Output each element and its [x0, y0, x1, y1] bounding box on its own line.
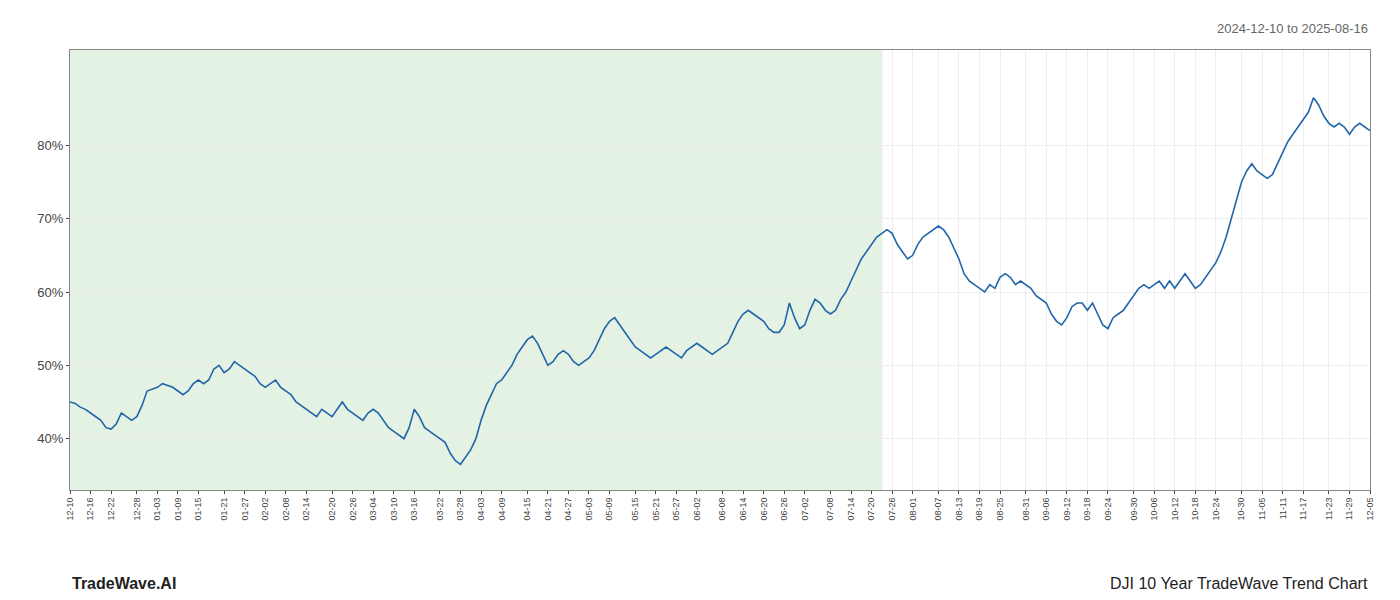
svg-text:03-10: 03-10	[389, 498, 399, 521]
svg-text:12-22: 12-22	[106, 498, 116, 521]
svg-text:01-09: 01-09	[173, 498, 183, 521]
svg-text:04-27: 04-27	[563, 498, 573, 521]
svg-text:10-24: 10-24	[1211, 498, 1221, 521]
svg-text:07-02: 07-02	[800, 498, 810, 521]
svg-text:03-28: 03-28	[455, 498, 465, 521]
svg-text:11-11: 11-11	[1278, 498, 1288, 520]
svg-text:06-02: 06-02	[692, 498, 702, 521]
svg-text:04-03: 04-03	[476, 498, 486, 521]
svg-text:08-19: 08-19	[974, 498, 984, 521]
svg-text:DJI 10 Year TradeWave Trend Ch: DJI 10 Year TradeWave Trend Chart	[1110, 575, 1368, 592]
svg-text:08-31: 08-31	[1021, 498, 1031, 521]
svg-text:06-08: 06-08	[717, 498, 727, 521]
svg-text:10-06: 10-06	[1149, 498, 1159, 521]
svg-text:70%: 70%	[37, 211, 63, 226]
svg-text:11-23: 11-23	[1324, 498, 1334, 520]
svg-text:11-17: 11-17	[1298, 498, 1308, 520]
svg-text:08-25: 08-25	[995, 498, 1005, 521]
svg-text:80%: 80%	[37, 138, 63, 153]
svg-text:06-14: 06-14	[738, 498, 748, 521]
svg-text:12-28: 12-28	[132, 498, 142, 521]
svg-text:04-15: 04-15	[522, 498, 532, 521]
svg-text:11-05: 11-05	[1257, 498, 1267, 520]
svg-text:03-22: 03-22	[435, 498, 445, 521]
svg-text:02-08: 02-08	[281, 498, 291, 521]
svg-text:04-09: 04-09	[497, 498, 507, 521]
svg-text:09-30: 09-30	[1129, 498, 1139, 521]
svg-text:01-27: 01-27	[240, 498, 250, 521]
svg-text:40%: 40%	[37, 431, 63, 446]
svg-text:09-18: 09-18	[1082, 498, 1092, 521]
svg-text:12-10: 12-10	[65, 498, 75, 521]
svg-text:07-20: 07-20	[867, 498, 877, 521]
svg-text:06-20: 06-20	[759, 498, 769, 521]
svg-text:03-04: 03-04	[368, 498, 378, 521]
svg-text:09-24: 09-24	[1103, 498, 1113, 521]
svg-text:01-15: 01-15	[193, 498, 203, 521]
svg-text:02-14: 02-14	[301, 498, 311, 521]
svg-text:10-18: 10-18	[1190, 498, 1200, 521]
svg-text:01-03: 01-03	[152, 498, 162, 521]
svg-text:03-16: 03-16	[409, 498, 419, 521]
svg-text:07-08: 07-08	[825, 498, 835, 521]
svg-text:02-20: 02-20	[327, 498, 337, 521]
svg-text:02-02: 02-02	[260, 498, 270, 521]
svg-text:05-15: 05-15	[630, 498, 640, 521]
svg-text:10-12: 10-12	[1170, 498, 1180, 521]
svg-text:12-16: 12-16	[85, 498, 95, 521]
svg-text:02-26: 02-26	[348, 498, 358, 521]
svg-text:05-03: 05-03	[584, 498, 594, 521]
svg-text:07-14: 07-14	[846, 498, 856, 521]
svg-text:07-26: 07-26	[887, 498, 897, 521]
svg-text:04-21: 04-21	[543, 498, 553, 521]
svg-text:50%: 50%	[37, 358, 63, 373]
svg-text:60%: 60%	[37, 285, 63, 300]
svg-text:TradeWave.AI: TradeWave.AI	[72, 575, 176, 592]
svg-text:05-27: 05-27	[671, 498, 681, 521]
svg-text:12-05: 12-05	[1365, 498, 1375, 521]
svg-text:08-01: 08-01	[908, 498, 918, 521]
svg-text:09-12: 09-12	[1062, 498, 1072, 521]
svg-text:10-30: 10-30	[1236, 498, 1246, 521]
svg-text:11-29: 11-29	[1344, 498, 1354, 520]
svg-text:01-21: 01-21	[219, 498, 229, 521]
svg-text:05-09: 05-09	[604, 498, 614, 521]
svg-text:08-07: 08-07	[933, 498, 943, 521]
svg-text:08-13: 08-13	[954, 498, 964, 521]
svg-text:09-06: 09-06	[1041, 498, 1051, 521]
svg-text:2024-12-10 to 2025-08-16: 2024-12-10 to 2025-08-16	[1217, 21, 1368, 36]
svg-text:06-26: 06-26	[779, 498, 789, 521]
svg-text:05-21: 05-21	[651, 498, 661, 521]
